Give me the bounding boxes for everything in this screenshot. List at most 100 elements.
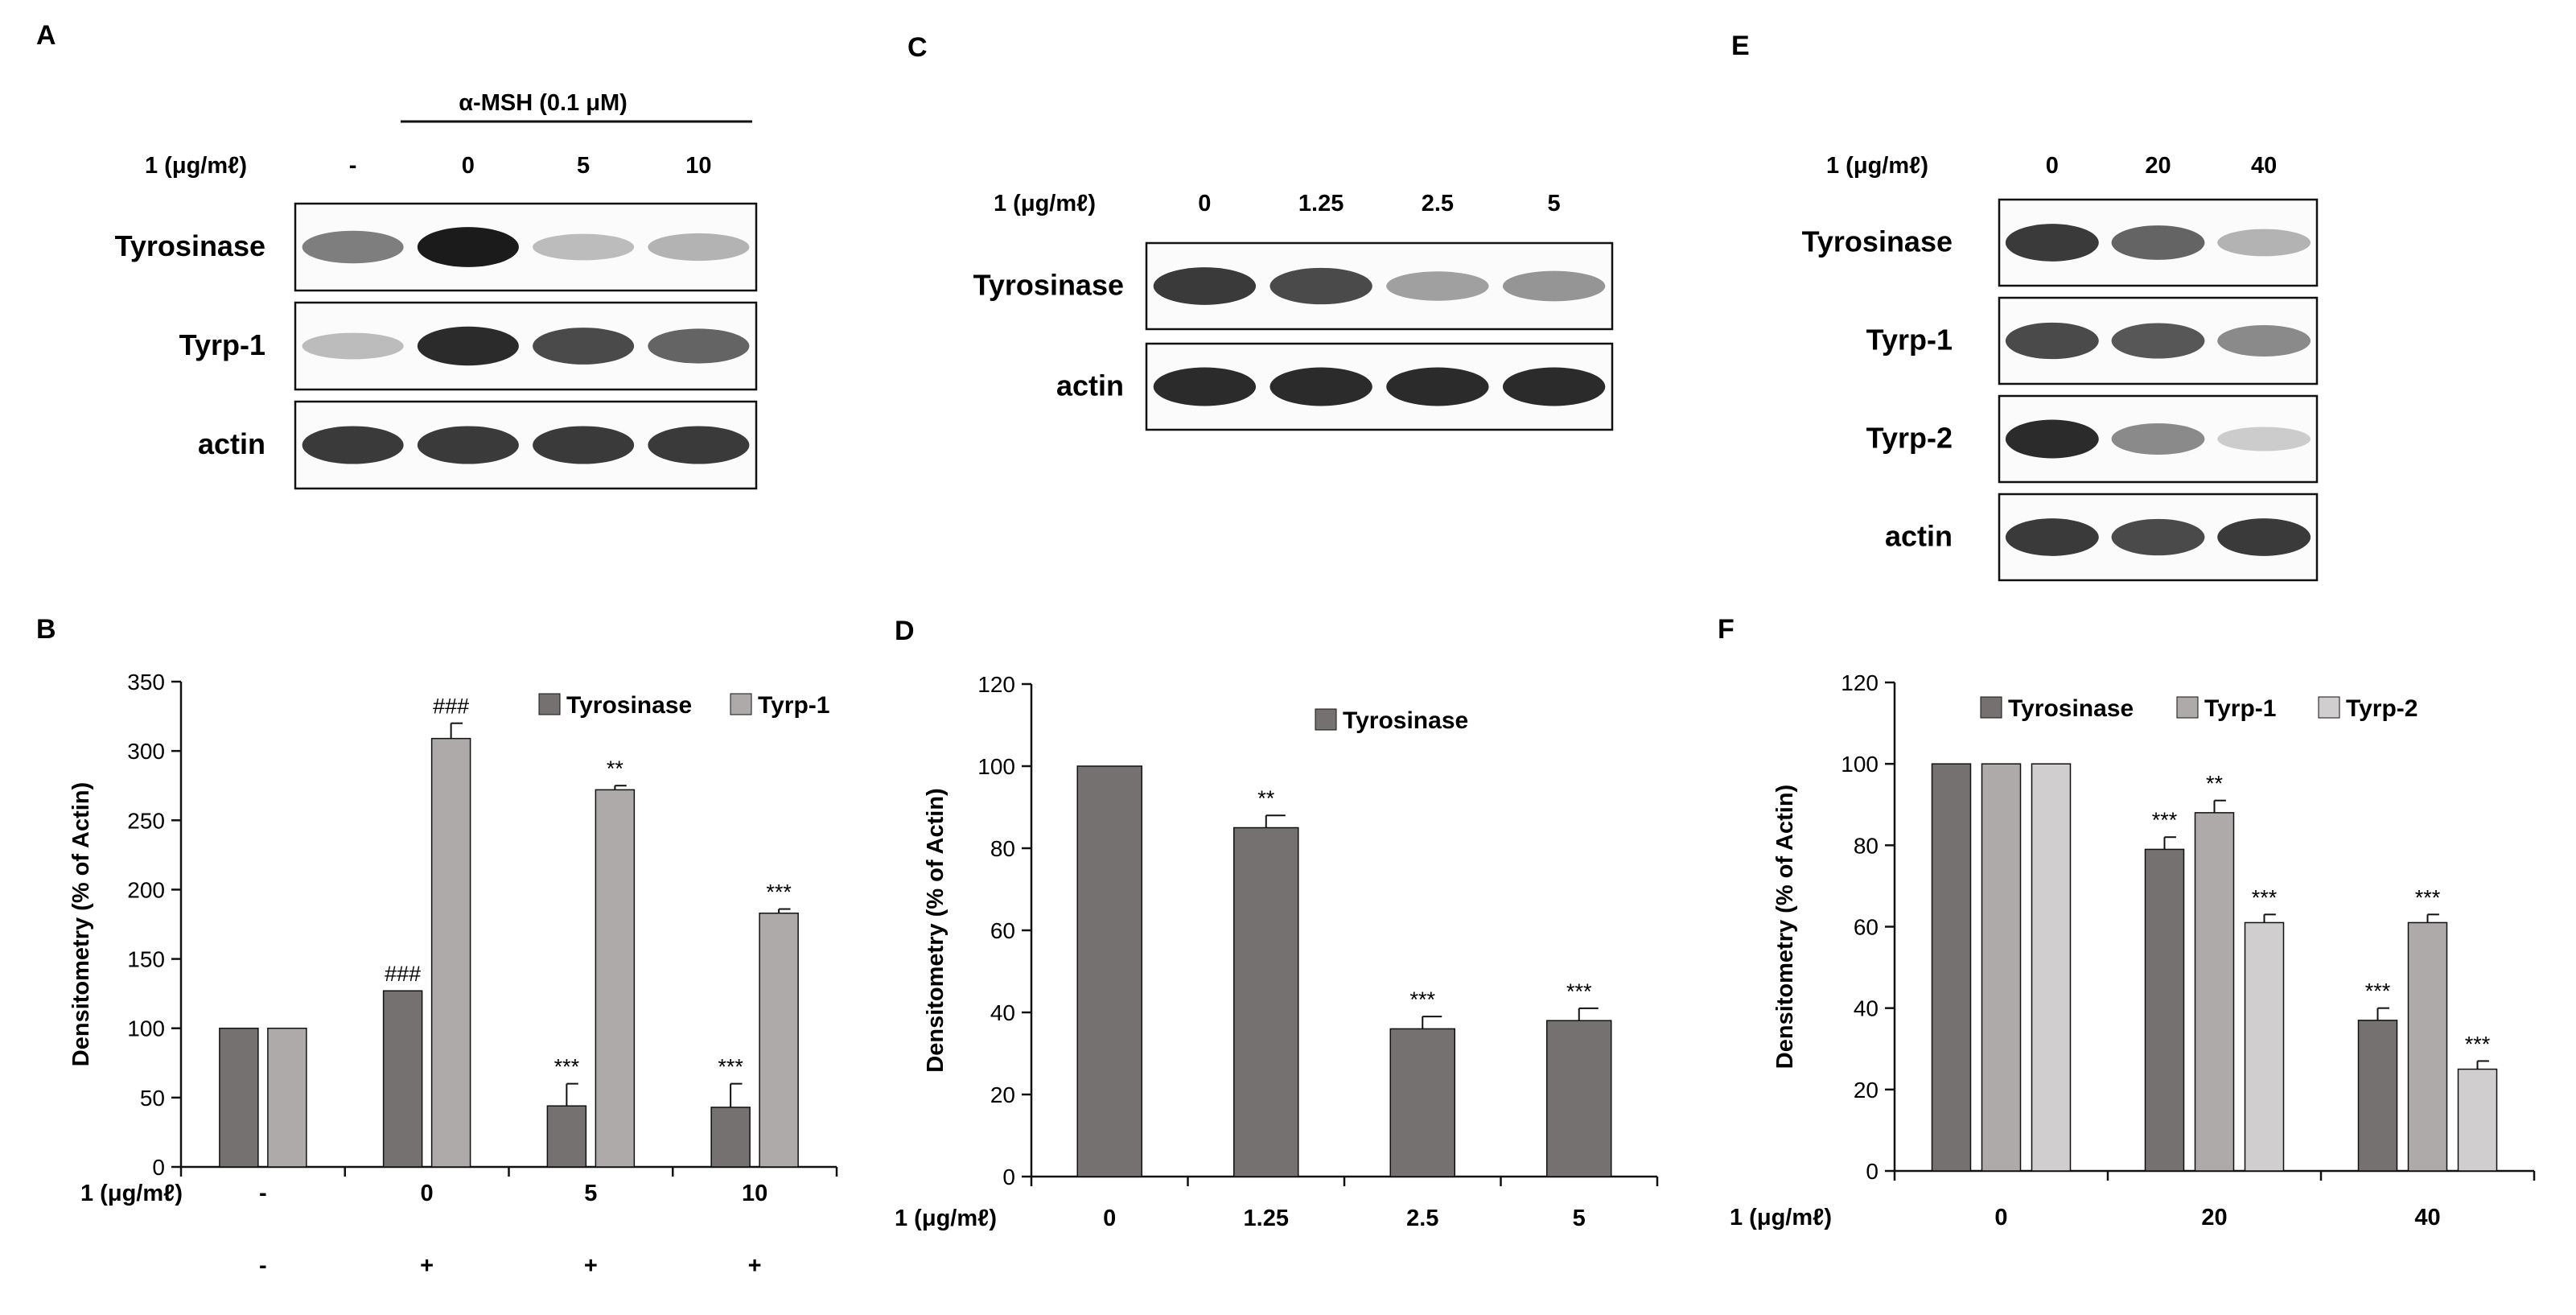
bar-tyrp-2-20 <box>2244 921 2285 1172</box>
bar-tyrp-1-dash <box>267 1027 307 1168</box>
significance-mark-tyrosinase-5: *** <box>1566 979 1592 1004</box>
band-tyrp-1-lane-3 <box>2217 325 2311 357</box>
alpha-msh-row-label-1: - <box>259 1253 267 1279</box>
lane-label-1-25: 1.25 <box>1298 191 1344 216</box>
panel-letter-d: D <box>895 616 915 646</box>
bar-tyrp-1-0 <box>1981 763 2022 1172</box>
significance-mark-tyrp-1-40: *** <box>2415 885 2441 909</box>
band-tyrp-2-lane-2 <box>2111 423 2205 455</box>
y-axis-label: Densitometry (% of Actin) <box>1772 785 1798 1069</box>
bar-tyrp-1-5 <box>595 789 636 1168</box>
x-category-label-1-25: 1.25 <box>1244 1206 1289 1231</box>
legend-swatch-tyrp-2 <box>2318 696 2340 719</box>
panel-f-bar-chart: F 0 20 40 60 80 100 120 Densitometry (% of Actin… <box>1718 614 2536 1230</box>
blot-label-tyrp-1: Tyrp-1 <box>179 328 265 361</box>
y-tick-label-40: 40 <box>1854 996 1879 1021</box>
y-tick-label-100: 100 <box>977 754 1015 779</box>
x-category-label-2-5: 2.5 <box>1406 1206 1438 1231</box>
lane-label-0: 0 <box>462 153 475 179</box>
band-actin-lane-3 <box>533 426 635 464</box>
bar-tyrosinase-10 <box>710 1107 751 1168</box>
blot-label-tyrp-2: Tyrp-2 <box>1866 422 1953 455</box>
significance-mark-tyrp-1-20: ** <box>2206 772 2224 796</box>
band-tyrosinase-lane-3 <box>533 233 635 261</box>
band-tyrosinase-lane-2 <box>2111 225 2205 260</box>
bar-tyrosinase-0 <box>1076 765 1142 1177</box>
band-tyrp-2-lane-3 <box>2217 427 2311 451</box>
x-category-label-10: 10 <box>742 1181 767 1206</box>
significance-mark-tyrosinase-20: *** <box>2152 808 2178 832</box>
y-tick-label-80: 80 <box>990 836 1015 861</box>
bar-tyrp-1-40 <box>2407 921 2448 1172</box>
band-tyrp-2-lane-1 <box>2005 419 2099 459</box>
legend-label-tyrosinase: Tyrosinase <box>2008 695 2134 722</box>
bar-tyrosinase-5 <box>546 1105 587 1168</box>
legend-label-tyrosinase: Tyrosinase <box>1343 707 1468 734</box>
legend-swatch-tyrosinase <box>538 693 561 715</box>
significance-mark-tyrosinase-10: *** <box>718 1055 743 1079</box>
legend-swatch-tyrp-1 <box>2176 696 2199 719</box>
y-axis-label: Densitometry (% of Actin) <box>68 782 94 1066</box>
panel-letter-b: B <box>36 614 56 645</box>
band-actin-lane-1 <box>302 426 404 464</box>
y-tick-label-300: 300 <box>127 739 165 764</box>
y-tick-label-60: 60 <box>1854 915 1879 940</box>
x-row-label: 1 (μg/mℓ) <box>80 1181 183 1206</box>
significance-mark-tyrosinase-1-25: ** <box>1257 786 1275 810</box>
x-category-label-0: 0 <box>421 1181 434 1206</box>
bar-tyrp-2-40 <box>2457 1068 2498 1172</box>
x-category-label-40: 40 <box>2414 1205 2440 1230</box>
lane-label-dash: - <box>349 153 357 179</box>
lane-label-40: 40 <box>2251 153 2277 179</box>
y-tick-label-100: 100 <box>127 1016 165 1041</box>
significance-mark-tyrosinase-2-5: *** <box>1409 987 1435 1012</box>
alpha-msh-row-label-2: + <box>420 1253 434 1279</box>
blot-label-tyrosinase: Tyrosinase <box>1802 225 1953 258</box>
treatment-label: α-MSH (0.1 μM) <box>459 90 628 116</box>
y-tick-label-40: 40 <box>990 1000 1015 1025</box>
band-tyrosinase-lane-4 <box>648 233 750 262</box>
panel-letter-f: F <box>1718 614 1734 645</box>
bar-tyrosinase-5 <box>1546 1020 1612 1177</box>
lane-label-0: 0 <box>2046 153 2059 179</box>
band-actin-lane-4 <box>648 426 750 464</box>
legend-label-tyrp-1: Tyrp-1 <box>2204 695 2276 722</box>
y-tick-label-60: 60 <box>990 918 1015 943</box>
y-tick-label-20: 20 <box>990 1082 1015 1107</box>
alpha-msh-row-label-4: + <box>748 1253 762 1279</box>
panel-e-western-blot: E 1 (μg/mℓ) 0 20 40 Tyrosinase Tyrp-1 Tyrp-2 act… <box>1731 31 2319 582</box>
dose-row-label: 1 (μg/mℓ) <box>145 153 247 179</box>
significance-mark-tyrosinase-5: *** <box>554 1055 580 1079</box>
panel-d-bar-chart: D 0 20 40 60 80 100 120 Densitometry (% of Actin… <box>895 616 1659 1231</box>
y-tick-label-120: 120 <box>1841 670 1879 695</box>
y-tick-label-350: 350 <box>127 670 165 695</box>
x-row-label: 1 (μg/mℓ) <box>895 1206 997 1231</box>
band-tyrosinase-lane-1 <box>302 230 404 264</box>
lane-label-20: 20 <box>2145 153 2171 179</box>
band-actin-lane-1 <box>1153 367 1257 406</box>
bar-tyrp-1-0 <box>430 737 471 1168</box>
significance-mark-tyrp-2-40: *** <box>2465 1032 2491 1056</box>
y-tick-label-80: 80 <box>1854 833 1879 858</box>
panel-letter-e: E <box>1731 31 1750 61</box>
y-axis-label: Densitometry (% of Actin) <box>923 788 949 1072</box>
band-actin-lane-2 <box>417 426 519 464</box>
band-tyrp-1-lane-1 <box>302 332 404 360</box>
band-tyrosinase-lane-3 <box>1386 271 1489 301</box>
y-tick-label-100: 100 <box>1841 752 1879 777</box>
panel-c-western-blot: C 1 (μg/mℓ) 0 1.25 2.5 5 Tyrosinase actin <box>907 32 1614 431</box>
bar-tyrosinase-0 <box>382 990 423 1168</box>
band-tyrosinase-lane-1 <box>1153 267 1257 305</box>
x-category-label-dash: - <box>259 1181 267 1206</box>
x-category-label-20: 20 <box>2201 1205 2227 1230</box>
y-tick-label-50: 50 <box>140 1086 165 1111</box>
blot-label-actin: actin <box>1885 520 1953 553</box>
y-tick-label-0: 0 <box>1866 1159 1879 1184</box>
band-actin-lane-4 <box>1502 367 1606 406</box>
legend-swatch-tyrosinase <box>1315 708 1337 731</box>
panel-letter-a: A <box>36 20 56 51</box>
panel-letter-c: C <box>907 32 928 63</box>
bar-tyrp-1-20 <box>2194 812 2235 1172</box>
bar-tyrosinase-2-5 <box>1389 1028 1455 1177</box>
band-actin-lane-3 <box>1386 367 1489 406</box>
